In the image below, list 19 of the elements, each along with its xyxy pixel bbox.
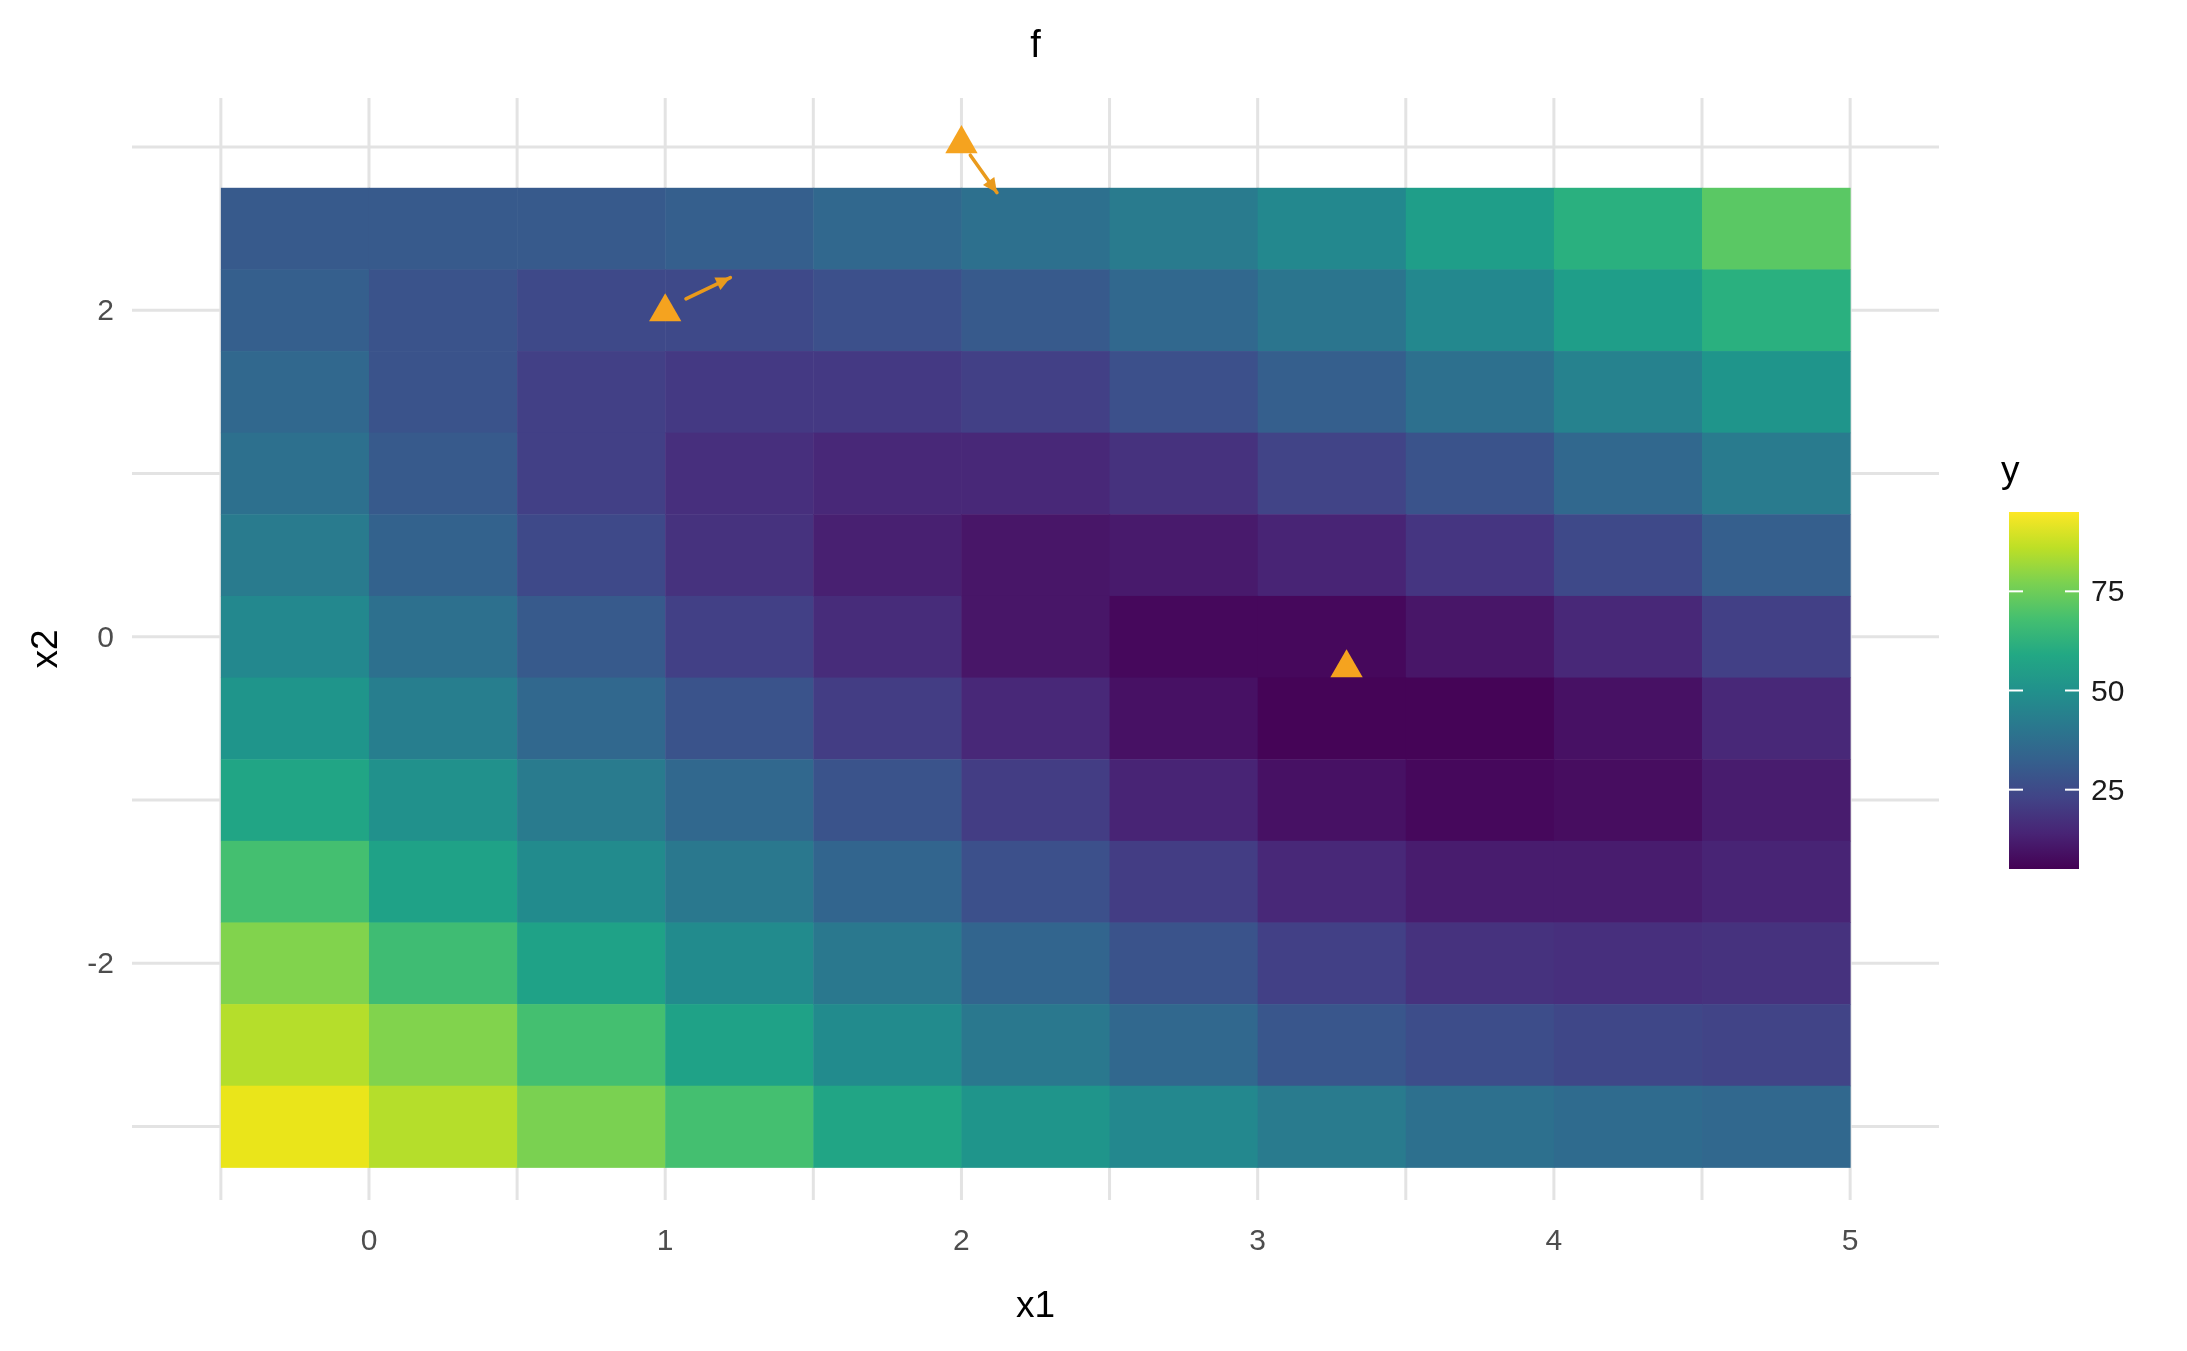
color-bar-label: 50	[2091, 673, 2125, 707]
x-tick-label: 1	[656, 1223, 674, 1256]
y-axis-title: x2	[24, 629, 65, 669]
y-tick-label: -2	[87, 946, 114, 980]
x-tick-label: 3	[1249, 1223, 1267, 1256]
point	[945, 125, 978, 154]
x-axis-title: x1	[1015, 1284, 1056, 1325]
chart-title: f	[1030, 23, 1042, 65]
legend-title: y	[2001, 449, 2020, 490]
y-tick-label: 0	[97, 619, 114, 653]
point	[1330, 649, 1363, 678]
x-tick-label: 2	[953, 1223, 970, 1256]
point	[649, 293, 682, 322]
color-bar-label: 25	[2091, 772, 2125, 806]
color-bar-label: 75	[2091, 574, 2125, 608]
x-tick-label: 5	[1841, 1223, 1859, 1256]
y-tick-label: 2	[97, 293, 114, 327]
x-tick-label: 0	[360, 1223, 378, 1256]
x-tick-label: 4	[1545, 1223, 1563, 1256]
